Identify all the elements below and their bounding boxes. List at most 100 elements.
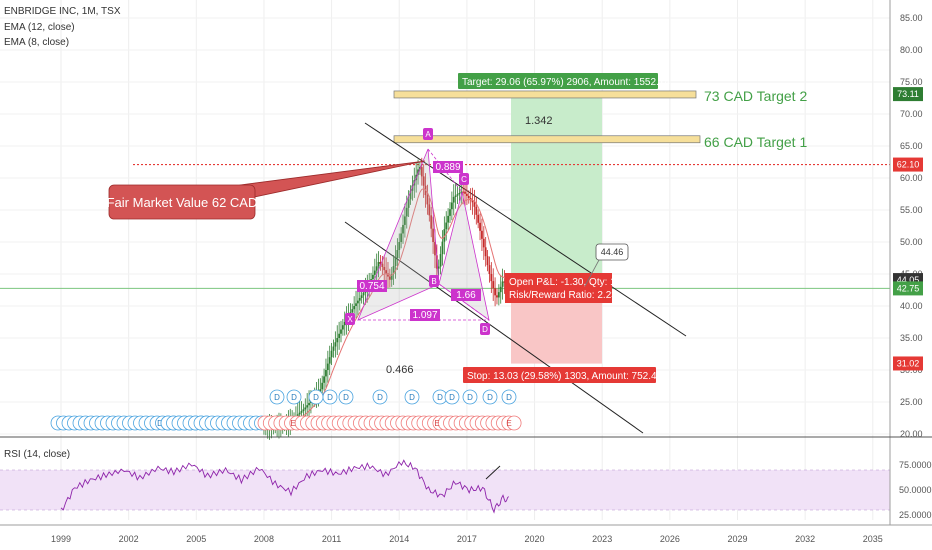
candle-body (458, 192, 461, 195)
price-tag-label-current: 44.05 (897, 275, 920, 285)
candle-body (402, 224, 404, 234)
dividend-marker-ring (404, 389, 420, 405)
x-tick-label: 2017 (457, 534, 477, 544)
dividend-marker-ring (462, 389, 478, 405)
candle-body (300, 411, 303, 413)
symbol-title: ENBRIDGE INC, 1M, TSX (4, 6, 121, 17)
y-tick-label: 55.00 (900, 205, 923, 215)
candle-body (326, 363, 329, 370)
dividend-marker-ring (269, 389, 285, 405)
rsi-y-tick-label: 25.0000 (899, 510, 932, 520)
dividend-marker-label: D (157, 419, 163, 428)
candle-body (308, 402, 310, 406)
pattern-ratio-badge (357, 280, 387, 292)
callout-pointer (584, 259, 600, 287)
candle-body (334, 342, 337, 347)
y-tick-label: 75.00 (900, 77, 923, 87)
candle-body (373, 270, 376, 275)
target-box (458, 73, 658, 89)
y-tick-label: 25.00 (900, 397, 923, 407)
candle-body (462, 191, 465, 193)
x-tick-label: 2011 (322, 534, 341, 544)
candle-body (302, 409, 305, 412)
candle-body (330, 350, 333, 358)
rsi-legend: RSI (14, close) (4, 449, 71, 460)
dividend-marker-label: D (467, 393, 473, 402)
candle-body (441, 241, 444, 255)
x-tick-label: 2026 (660, 534, 680, 544)
candle-body (403, 216, 406, 225)
candle-body (362, 292, 365, 296)
candle-body (407, 199, 410, 208)
candle-body (490, 274, 493, 282)
y-tick-label: 85.00 (900, 13, 923, 23)
pnl-box (505, 273, 612, 303)
candle-body (332, 346, 335, 351)
stop-box-text: Stop: 13.03 (29.58%) 1303, Amount: 752.4… (467, 371, 663, 382)
price-tag-stop (893, 356, 923, 371)
candle-body (426, 195, 429, 205)
price-callout-text: 44.46 (601, 247, 624, 257)
candle-body (355, 303, 357, 306)
candle-body (319, 389, 322, 392)
candle-body (390, 274, 393, 280)
candle-body (385, 270, 387, 274)
pattern-point-badge (459, 173, 469, 185)
candle-body (482, 238, 485, 248)
target1-label: 66 CAD Target 1 (704, 134, 807, 150)
candle-body (298, 412, 301, 415)
trend-lines (344, 122, 687, 434)
y-tick-label: 80.00 (900, 45, 923, 55)
dividend-marker-ring (338, 389, 354, 405)
dividend-marker-ring (482, 389, 498, 405)
rsi-line (60, 459, 509, 514)
candle-body (372, 274, 374, 280)
candle-body (430, 215, 433, 229)
y-tick-label: 65.00 (900, 141, 923, 151)
candle-body (396, 250, 399, 258)
y-tick-label: 35.00 (900, 333, 923, 343)
candle-body (353, 306, 356, 310)
dividend-marker-label: D (487, 393, 493, 402)
channel-lower-line (344, 221, 644, 434)
pattern-ratio-label: 1.097 (412, 310, 437, 321)
candle-body (360, 295, 363, 298)
ratio-top: 1.342 (525, 115, 553, 127)
pattern-ratio-badge (410, 309, 440, 321)
candle-body (479, 222, 481, 231)
earnings-marker-label: E (506, 419, 511, 428)
candle-body (475, 206, 478, 215)
candle-body (383, 266, 386, 271)
candle-body (341, 325, 344, 330)
y-tick-label: 70.00 (900, 109, 923, 119)
candle-body (379, 262, 382, 264)
grid-layer (0, 0, 890, 520)
earnings-marker-ring (506, 415, 522, 431)
target2-band (393, 90, 697, 99)
pattern-point-label: B (431, 277, 436, 286)
pattern-ratio-label: 1.66 (456, 290, 476, 301)
ema12-legend: EMA (12, close) (4, 22, 75, 33)
candle-body (375, 266, 378, 271)
candle-body (454, 195, 457, 197)
x-tick-label: 2035 (863, 534, 883, 544)
target2-label: 73 CAD Target 2 (704, 88, 807, 104)
candle-body (325, 370, 327, 377)
pattern-point-badge (429, 275, 439, 287)
price-tag-label-stop: 31.02 (897, 358, 920, 368)
price-callout-box (595, 243, 629, 261)
pattern-point-badge (480, 323, 490, 335)
candle-body (488, 265, 491, 274)
candle-body (484, 247, 487, 257)
ema-line (264, 188, 507, 429)
price-tag-label-entry: 42.75 (897, 283, 920, 293)
rsi-divergence-line (485, 465, 501, 480)
candle-body (492, 281, 495, 289)
profit-zone (511, 94, 602, 289)
candle-body (503, 281, 506, 283)
candle-body (358, 298, 361, 301)
dividend-marker-ring (322, 389, 338, 405)
fair-value-pointer (239, 160, 426, 201)
